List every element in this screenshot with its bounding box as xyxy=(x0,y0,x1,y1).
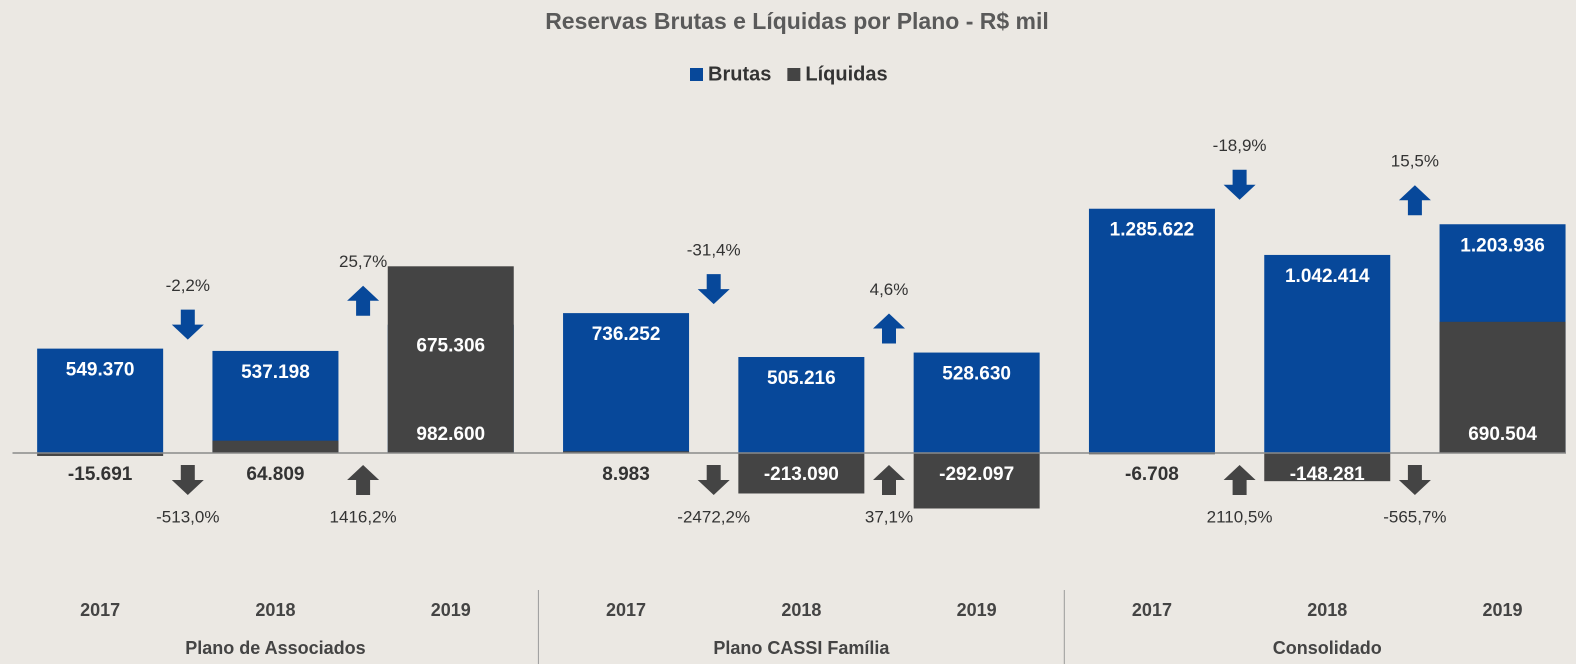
data-label: -6.708 xyxy=(1125,464,1179,485)
x-tick-label: 2018 xyxy=(781,600,821,620)
change-label: 1416,2% xyxy=(330,507,397,526)
change-label: 25,7% xyxy=(339,252,387,271)
change-label: -513,0% xyxy=(156,507,219,526)
bar xyxy=(738,357,865,453)
data-label: 505.216 xyxy=(767,368,836,389)
data-label: 1.285.622 xyxy=(1110,220,1195,241)
bar xyxy=(1439,321,1566,453)
group-label: Consolidado xyxy=(1273,638,1382,658)
bar xyxy=(913,453,1040,509)
change-arrow xyxy=(1223,169,1256,200)
change-label: 2110,5% xyxy=(1207,507,1273,526)
change-arrow xyxy=(1223,465,1256,495)
bar xyxy=(387,266,514,453)
data-label: 537.198 xyxy=(241,362,310,383)
change-label: -31,4% xyxy=(687,241,741,260)
change-arrow xyxy=(171,309,204,340)
data-label: 690.504 xyxy=(1468,424,1537,445)
data-label: -213.090 xyxy=(764,464,839,485)
data-label: 8.983 xyxy=(602,464,650,485)
bar xyxy=(212,440,339,453)
x-tick-label: 2018 xyxy=(255,600,295,620)
change-label: -2,2% xyxy=(166,276,210,295)
data-label: 549.370 xyxy=(66,360,135,381)
change-arrow xyxy=(1398,465,1431,495)
legend-label: Líquidas xyxy=(805,63,887,85)
group-label: Plano CASSI Família xyxy=(713,638,890,658)
change-arrow xyxy=(697,465,730,495)
data-label: 1.203.936 xyxy=(1460,235,1545,256)
bar xyxy=(212,350,339,453)
group-label: Plano de Associados xyxy=(185,638,365,658)
change-label: 4,6% xyxy=(870,280,909,299)
data-label: -15.691 xyxy=(68,464,133,485)
change-arrow xyxy=(1398,185,1431,216)
data-label: -148.281 xyxy=(1290,464,1365,485)
change-arrow xyxy=(697,274,730,305)
change-arrow xyxy=(347,285,380,316)
bar xyxy=(563,451,690,453)
change-label: 37,1% xyxy=(865,507,913,526)
bar xyxy=(1264,254,1391,453)
legend-label: Brutas xyxy=(708,63,771,85)
change-label: 15,5% xyxy=(1391,152,1439,171)
change-label: -565,7% xyxy=(1383,507,1446,526)
bar xyxy=(563,313,690,453)
x-tick-label: 2018 xyxy=(1307,600,1347,620)
bar xyxy=(37,453,164,456)
x-tick-label: 2019 xyxy=(431,600,471,620)
bar xyxy=(1264,453,1391,482)
x-tick-label: 2017 xyxy=(80,600,120,620)
bar xyxy=(1088,208,1215,453)
bar xyxy=(913,352,1040,453)
data-label: 528.630 xyxy=(942,364,1011,385)
x-tick-label: 2019 xyxy=(1483,600,1523,620)
legend-swatch xyxy=(690,68,703,81)
change-label: -2472,2% xyxy=(677,507,750,526)
data-label: 1.042.414 xyxy=(1285,266,1370,287)
chart-title: Reservas Brutas e Líquidas por Plano - R… xyxy=(545,8,1049,34)
change-arrow xyxy=(171,465,204,495)
data-label: 982.600 xyxy=(416,424,485,445)
change-label: -18,9% xyxy=(1213,136,1267,155)
bar xyxy=(37,348,164,453)
bar xyxy=(738,453,865,494)
data-label: -292.097 xyxy=(939,464,1014,485)
x-tick-label: 2019 xyxy=(957,600,997,620)
change-arrow xyxy=(347,465,380,495)
x-tick-label: 2017 xyxy=(606,600,646,620)
data-label: 675.306 xyxy=(416,336,485,357)
data-label: 736.252 xyxy=(592,324,661,345)
x-tick-label: 2017 xyxy=(1132,600,1172,620)
change-arrow xyxy=(873,313,905,344)
legend-swatch xyxy=(787,68,801,81)
change-arrow xyxy=(873,465,905,495)
data-label: 64.809 xyxy=(246,464,304,485)
